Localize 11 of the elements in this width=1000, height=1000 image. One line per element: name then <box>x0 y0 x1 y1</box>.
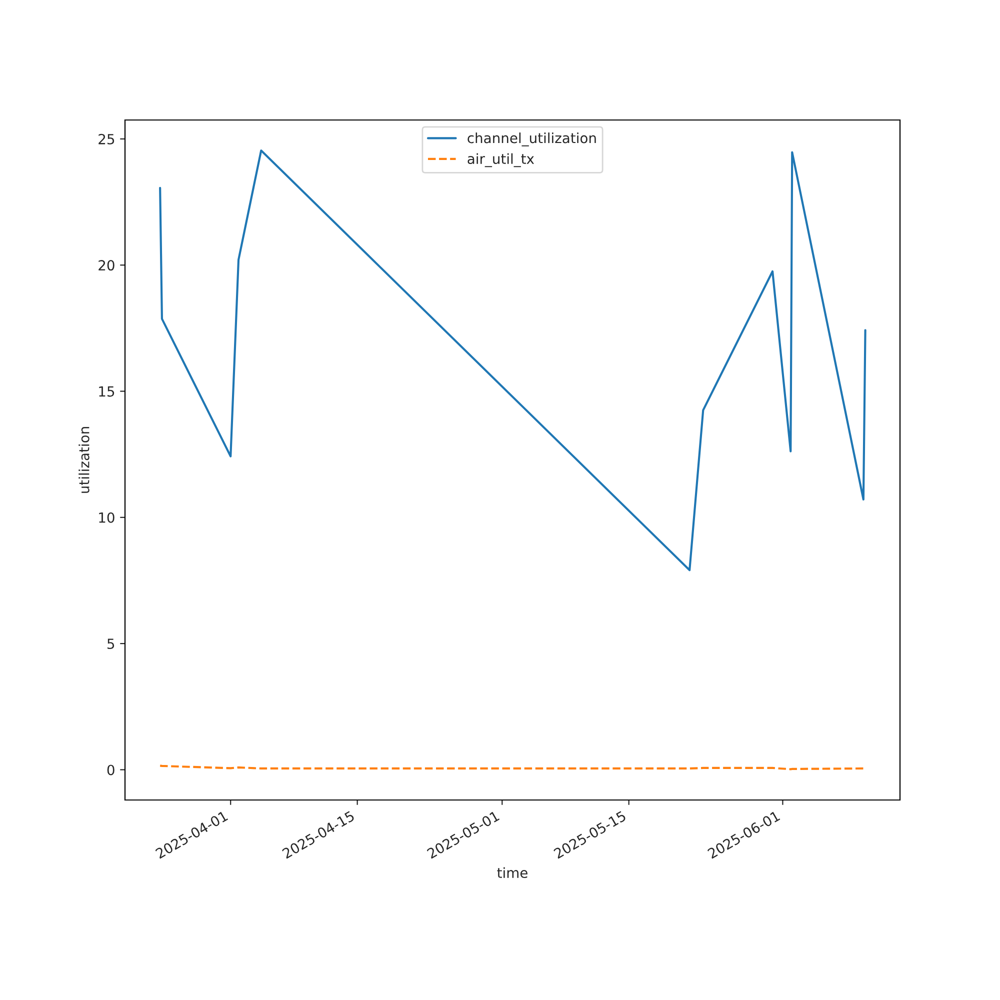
y-tick-label: 5 <box>108 638 114 650</box>
y-tick-label: 15 <box>99 386 114 397</box>
y-axis-title: utilization <box>78 427 90 493</box>
line-series <box>159 149 866 572</box>
y-tick-label: 25 <box>98 134 114 144</box>
y-tick-label: 0 <box>107 764 114 776</box>
legend-label: air_util_tx <box>468 153 534 168</box>
y-tick-label: 20 <box>98 260 114 271</box>
x-axis-title: time <box>497 867 528 878</box>
legend-label: channel_utilization <box>468 132 596 146</box>
y-tick-label: 10 <box>99 512 114 523</box>
